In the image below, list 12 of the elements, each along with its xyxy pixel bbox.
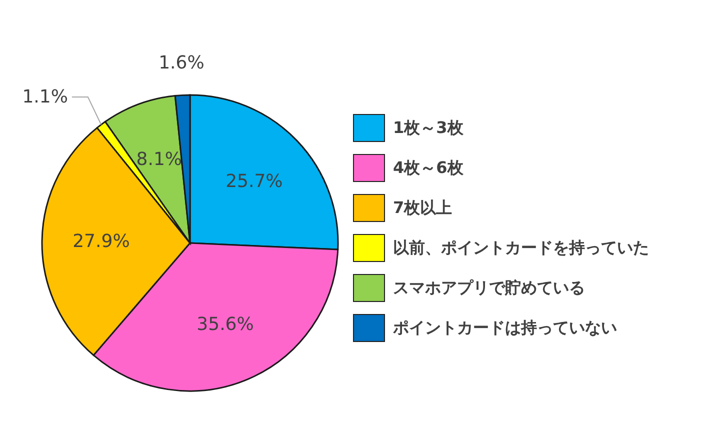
data-label: 1.1% xyxy=(22,86,68,108)
data-label: 25.7% xyxy=(226,171,283,192)
data-label: 35.6% xyxy=(196,314,254,335)
legend-label: スマホアプリで貯めている xyxy=(393,278,585,298)
legend-label: 1枚～3枚 xyxy=(393,118,464,138)
data-label: 27.9% xyxy=(72,231,130,252)
data-label: 8.1% xyxy=(136,149,182,170)
legend-label: 7枚以上 xyxy=(393,198,452,218)
legend-label: ポイントカードは持っていない xyxy=(393,318,617,338)
data-label: 1.6% xyxy=(158,52,204,74)
legend-label: 以前、ポイントカードを持っていた xyxy=(393,238,649,258)
legend-label: 4枚～6枚 xyxy=(393,158,464,178)
